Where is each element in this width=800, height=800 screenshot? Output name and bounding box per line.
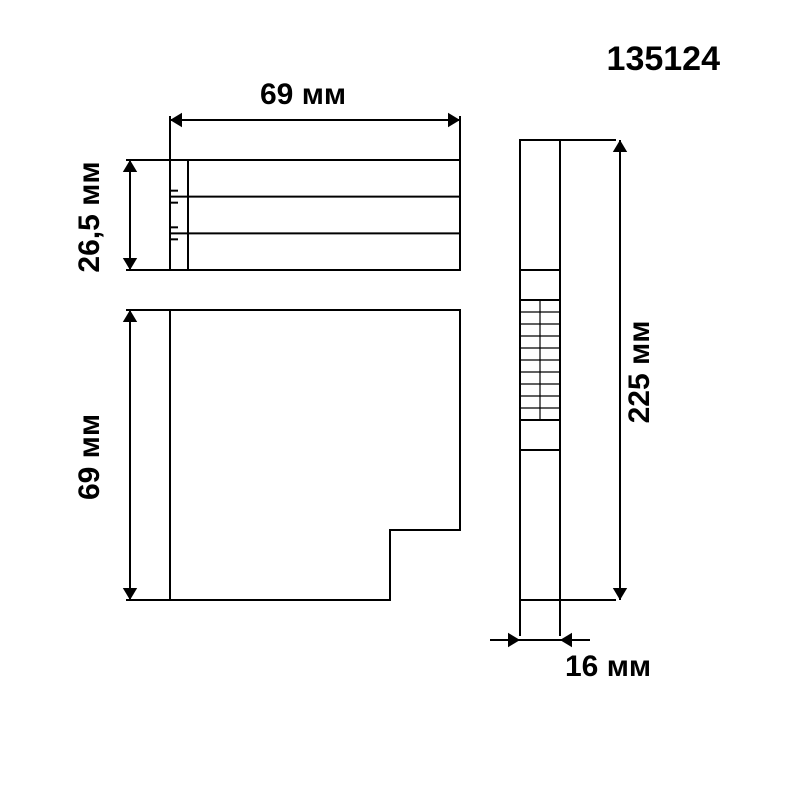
technical-drawing [0,0,800,800]
dim-right-label: 225 мм [623,312,657,432]
dim-bottom-label: 16 мм [565,650,651,684]
dim-top-label: 69 мм [260,78,346,112]
part-number: 135124 [607,40,720,79]
dim-left1-label: 26,5 мм [73,157,107,277]
dim-left2-label: 69 мм [73,402,107,512]
